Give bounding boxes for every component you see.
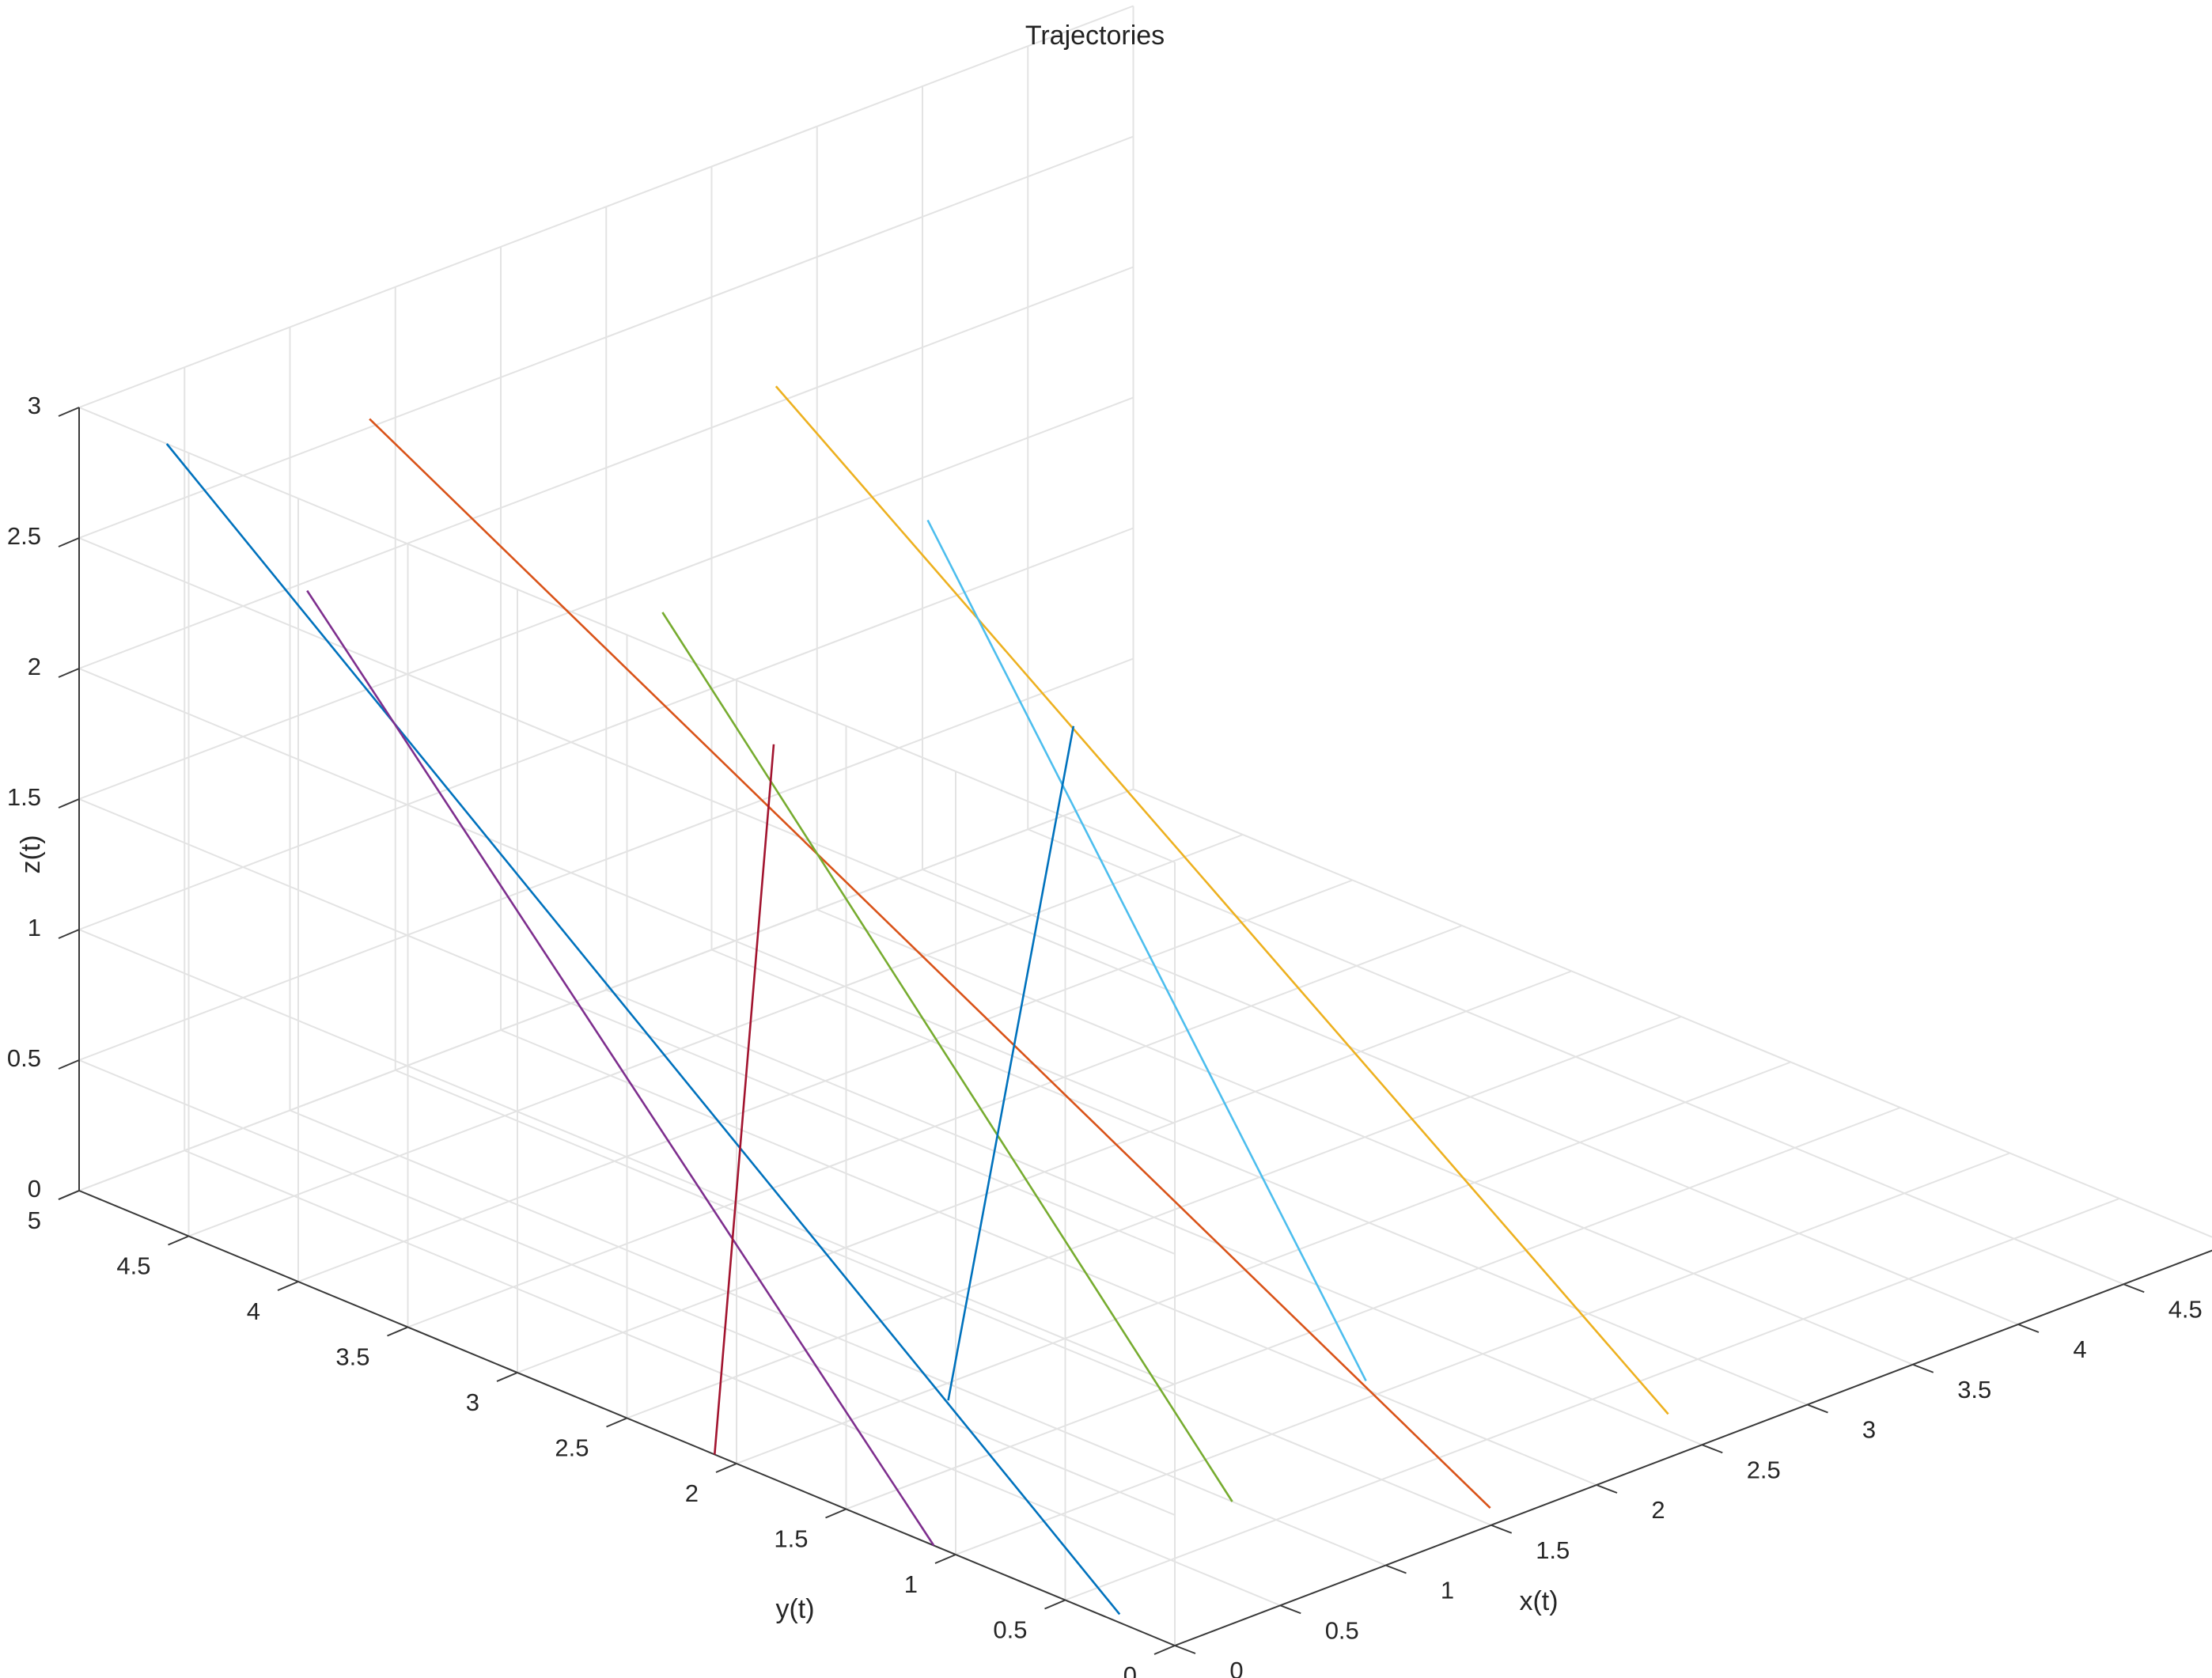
side-wall-grid-line bbox=[78, 537, 1176, 994]
z-tick-mark bbox=[58, 668, 80, 678]
z-tick-label: 2.5 bbox=[7, 522, 41, 550]
back-wall-grid-line bbox=[78, 657, 1134, 1061]
z-tick-mark bbox=[58, 929, 80, 939]
tick-labels: 0 0.5 1 1.5 2 2.5 3 3.5 4 4.5 5 0 0.5 1 1.5 2 2.5 3 3.5 4 4.… bbox=[7, 392, 2203, 1678]
z-tick-label: 0 bbox=[28, 1175, 41, 1203]
floor-grid-line bbox=[297, 879, 1353, 1282]
trajectory-line-1 bbox=[165, 443, 1121, 1616]
x-tick-label: 1.5 bbox=[1536, 1536, 1570, 1564]
x-tick-mark bbox=[1807, 1403, 1828, 1414]
trajectory-line-3 bbox=[775, 385, 1669, 1415]
side-wall-grid-line bbox=[78, 407, 1176, 863]
x-tick-label: 1 bbox=[1441, 1577, 1454, 1604]
z-axis-label: z(t) bbox=[16, 835, 46, 873]
trajectory-line-8 bbox=[947, 725, 1075, 1401]
y-tick-mark bbox=[715, 1463, 737, 1473]
x-tick-mark bbox=[1385, 1564, 1407, 1574]
x-tick-mark bbox=[2017, 1324, 2040, 1333]
axes bbox=[58, 407, 2212, 1655]
trajectory-line-6 bbox=[926, 519, 1367, 1382]
z-tick-mark bbox=[58, 407, 80, 417]
y-tick-label: 0 bbox=[1123, 1661, 1137, 1678]
chart-title: Trajectories bbox=[1025, 21, 1165, 51]
y-tick-label: 2.5 bbox=[555, 1434, 589, 1462]
x-tick-label: 3.5 bbox=[1957, 1376, 1991, 1403]
side-wall-grid-line bbox=[78, 798, 1176, 1255]
z-tick-mark bbox=[58, 1059, 80, 1070]
floor-grid-line bbox=[955, 1152, 2010, 1555]
x-tick-mark bbox=[1174, 1645, 1196, 1654]
y-tick-mark bbox=[168, 1235, 189, 1246]
y-tick-label: 3.5 bbox=[335, 1343, 369, 1371]
x-tick-label: 0.5 bbox=[1325, 1616, 1359, 1644]
y-tick-mark bbox=[1153, 1645, 1176, 1655]
side-wall-grid-line bbox=[78, 668, 1176, 1124]
y-tick-label: 4 bbox=[247, 1297, 260, 1325]
y-tick-mark bbox=[277, 1281, 299, 1291]
x-tick-label: 3 bbox=[1862, 1416, 1876, 1444]
floor-grid-line bbox=[1065, 1198, 2120, 1601]
y-tick-label: 3 bbox=[466, 1388, 479, 1416]
x-tick-mark bbox=[1490, 1524, 1513, 1534]
back-wall-grid-line bbox=[78, 5, 1134, 408]
x-tick-mark bbox=[1912, 1363, 1934, 1373]
x-tick-label: 0 bbox=[1229, 1657, 1243, 1678]
x-tick-label: 4 bbox=[2073, 1335, 2086, 1363]
y-tick-mark bbox=[496, 1372, 518, 1382]
y-tick-mark bbox=[606, 1417, 627, 1428]
x-axis-label: x(t) bbox=[1519, 1586, 1558, 1616]
x-tick-mark bbox=[2123, 1283, 2145, 1294]
series bbox=[165, 385, 1669, 1616]
y-tick-label: 1 bbox=[904, 1570, 918, 1598]
z-tick-label: 0.5 bbox=[7, 1044, 41, 1072]
floor-grid-line bbox=[517, 970, 1572, 1373]
y-tick-label: 4.5 bbox=[116, 1252, 150, 1280]
side-wall-grid-line bbox=[78, 929, 1176, 1385]
y-tick-label: 0.5 bbox=[993, 1616, 1027, 1644]
trajectory-line-7 bbox=[714, 744, 775, 1455]
side-wall-grid-line bbox=[78, 1059, 1176, 1516]
z-tick-label: 1 bbox=[28, 914, 41, 941]
y-tick-mark bbox=[1044, 1599, 1066, 1610]
floor-grid-line bbox=[188, 834, 1244, 1237]
floor-grid-line bbox=[846, 1107, 1901, 1510]
trajectory-line-4 bbox=[306, 589, 935, 1547]
y-tick-label: 5 bbox=[28, 1206, 41, 1234]
z-tick-label: 1.5 bbox=[7, 783, 41, 811]
z-tick-mark bbox=[58, 798, 80, 809]
back-wall-grid-line bbox=[78, 788, 1134, 1191]
x-tick-label: 2.5 bbox=[1747, 1456, 1781, 1483]
z-tick-label: 3 bbox=[28, 392, 41, 419]
back-wall-grid-line bbox=[78, 266, 1134, 669]
back-wall-grid-line bbox=[78, 396, 1134, 800]
z-tick-mark bbox=[58, 1190, 80, 1200]
floor-grid-line bbox=[736, 1061, 1791, 1464]
y-axis-label: y(t) bbox=[775, 1594, 814, 1624]
x-tick-label: 4.5 bbox=[2168, 1295, 2203, 1323]
y-tick-label: 1.5 bbox=[774, 1525, 808, 1553]
y-tick-mark bbox=[825, 1508, 847, 1519]
trajectory-line-2 bbox=[369, 418, 1491, 1509]
floor-grid-line bbox=[407, 925, 1463, 1328]
y-tick-mark bbox=[934, 1554, 956, 1564]
y-tick-mark bbox=[387, 1326, 408, 1337]
x-tick-mark bbox=[1596, 1484, 1618, 1494]
back-wall-grid-line bbox=[78, 135, 1134, 539]
x-tick-mark bbox=[1701, 1444, 1723, 1454]
z-tick-mark bbox=[58, 537, 80, 547]
x-tick-label: 2 bbox=[1651, 1496, 1665, 1524]
z-tick-label: 2 bbox=[28, 653, 41, 680]
trajectory-line-5 bbox=[661, 612, 1233, 1502]
y-tick-label: 2 bbox=[685, 1479, 699, 1507]
x-tick-mark bbox=[1279, 1604, 1301, 1615]
floor-grid-line bbox=[627, 1016, 1682, 1419]
